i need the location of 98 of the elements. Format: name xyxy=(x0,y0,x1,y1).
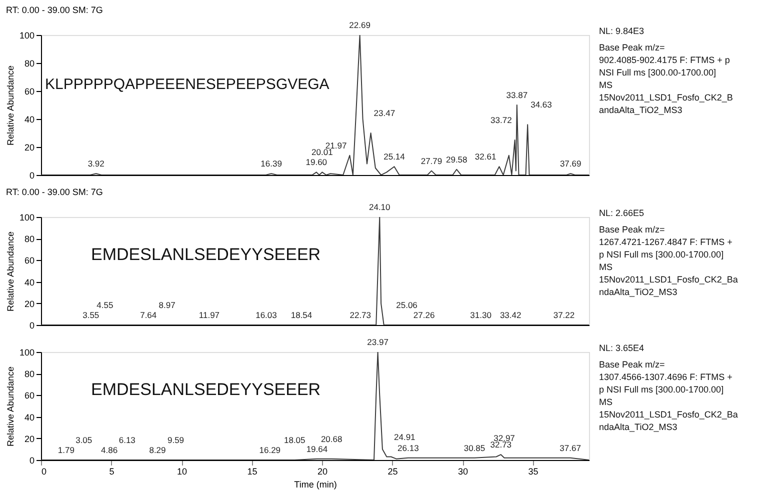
annotation: 29.58 xyxy=(446,154,468,164)
annotation: 33.72 xyxy=(490,115,512,125)
annotation: EMDESLANLSEDEYYSEEER xyxy=(91,380,321,399)
annotation: 24.10 xyxy=(368,202,391,212)
annotation: 25.06 xyxy=(396,300,418,310)
text: MS xyxy=(599,262,612,272)
annotation: 8.97 xyxy=(158,300,176,310)
x-axis-title: Time (min) xyxy=(294,480,337,490)
annotation: 18.05 xyxy=(284,435,306,445)
x-tick-label: 20 xyxy=(318,466,328,476)
annotation: 3.92 xyxy=(88,158,105,169)
text: ndaAlta_TiO2_MS3 xyxy=(599,422,678,432)
text: NL: 3.65E4 xyxy=(599,343,644,353)
text: Base Peak m/z= xyxy=(599,224,665,234)
annotation: 23.97 xyxy=(367,337,389,347)
y-tick-label: 100 xyxy=(19,212,34,222)
y-tick-label: 100 xyxy=(19,348,34,358)
text: Base Peak m/z= xyxy=(599,42,665,52)
y-tick-label: 60 xyxy=(24,256,34,266)
y-tick-label: 80 xyxy=(24,369,34,380)
text: andaAlta_TiO2_MS3 xyxy=(599,105,682,115)
y-tick-label: 80 xyxy=(24,234,34,244)
x-tick-label: 0 xyxy=(42,466,47,476)
annotation: 33.87 xyxy=(506,90,528,100)
x-tick-label: 25 xyxy=(388,466,398,476)
annotation: 37.69 xyxy=(560,158,582,169)
y-axis-title: Relative Abundance xyxy=(5,65,16,146)
y-tick-label: 40 xyxy=(24,114,34,124)
chart-title: RT: 0.00 - 39.00 SM: 7G xyxy=(6,5,103,15)
text: Base Peak m/z= xyxy=(599,360,665,370)
x-tick-label: 10 xyxy=(177,466,188,476)
y-tick-label: 0 xyxy=(29,170,34,180)
annotation: 37.22 xyxy=(553,310,575,320)
y-tick-label: 40 xyxy=(24,412,34,422)
y-tick-label: 40 xyxy=(24,277,34,288)
y-tick-label: 0 xyxy=(29,320,34,330)
text: NSI Full ms [300.00-1700.00] xyxy=(599,68,716,78)
y-tick-label: 60 xyxy=(24,86,34,96)
annotation: 3.05 xyxy=(76,435,92,445)
text: 1307.4566-1307.4696 F: FTMS + xyxy=(599,372,732,382)
annotation: 1.79 xyxy=(58,445,75,455)
chart-title: RT: 0.00 - 39.00 SM: 7G xyxy=(6,187,103,197)
annotation: 6.13 xyxy=(118,435,136,445)
y-tick-label: 100 xyxy=(19,30,34,40)
annotation: 4.86 xyxy=(101,445,118,455)
annotation: 16.29 xyxy=(259,445,281,455)
annotation: 19.64 xyxy=(306,444,328,454)
y-tick-label: 20 xyxy=(24,298,34,309)
annotation: 3.55 xyxy=(82,310,100,320)
annotation: 11.97 xyxy=(198,310,220,320)
y-tick-label: 60 xyxy=(24,390,34,401)
x-tick-label: 15 xyxy=(247,466,258,476)
y-tick-label: 0 xyxy=(29,456,34,466)
annotation: 9.59 xyxy=(167,435,184,445)
annotation: 34.63 xyxy=(530,100,552,110)
y-axis-title: Relative Abundance xyxy=(5,366,16,447)
x-tick-label: 35 xyxy=(528,466,538,476)
y-tick-label: 80 xyxy=(24,58,34,68)
annotation: 22.69 xyxy=(349,20,371,30)
annotation: 22.73 xyxy=(350,310,372,320)
text: ndaAlta_TiO2_MS3 xyxy=(599,287,678,297)
annotation: 32.61 xyxy=(474,152,496,162)
annotation: 33.42 xyxy=(500,310,522,320)
annotation: 16.03 xyxy=(256,310,278,320)
text: p NSI Full ms [300.00-1700.00] xyxy=(599,384,724,394)
annotation: 23.47 xyxy=(374,108,396,118)
y-axis-title: Relative Abundance xyxy=(5,231,16,312)
x-tick-label: 5 xyxy=(109,466,114,476)
annotation: 8.29 xyxy=(149,445,166,455)
text: MS xyxy=(599,80,612,90)
annotation: KLPPPPPQAPPEEENESEPEEPSGVEGA xyxy=(45,76,330,93)
annotation: 16.39 xyxy=(260,158,282,169)
annotation: 30.85 xyxy=(464,442,486,453)
text: 15Nov2011_LSD1_Fosfo_CK2_Ba xyxy=(599,274,738,284)
y-tick-label: 20 xyxy=(24,142,34,152)
text: 902.4085-902.4175 F: FTMS + p xyxy=(599,55,730,65)
annotation: 4.55 xyxy=(96,300,114,310)
x-tick-label: 30 xyxy=(458,466,468,476)
text: 1267.4721-1267.4847 F: FTMS + xyxy=(599,237,732,247)
text: NL: 9.84E3 xyxy=(599,26,644,36)
annotation: 27.79 xyxy=(420,156,442,166)
annotation: 37.67 xyxy=(560,442,582,453)
annotation: 20.68 xyxy=(320,434,342,444)
text: 15Nov2011_LSD1_Fosfo_CK2_B xyxy=(599,92,733,102)
annotation: 25.14 xyxy=(384,152,406,162)
text: 15Nov2011_LSD1_Fosfo_CK2_Ba xyxy=(599,410,738,420)
y-tick-label: 20 xyxy=(24,434,34,444)
annotation: 27.26 xyxy=(413,310,435,320)
annotation: 24.91 xyxy=(394,432,416,442)
text: p NSI Full ms [300.00-1700.00] xyxy=(599,250,724,260)
annotation: 19.60 xyxy=(306,157,328,168)
text: MS xyxy=(599,397,612,407)
annotation: 26.13 xyxy=(398,442,420,453)
annotation: 31.30 xyxy=(470,310,492,320)
text: NL: 2.66E5 xyxy=(599,208,644,218)
annotation: 18.54 xyxy=(290,310,312,320)
annotation: EMDESLANLSEDEYYSEEER xyxy=(91,244,321,264)
annotation: 7.64 xyxy=(140,310,157,320)
